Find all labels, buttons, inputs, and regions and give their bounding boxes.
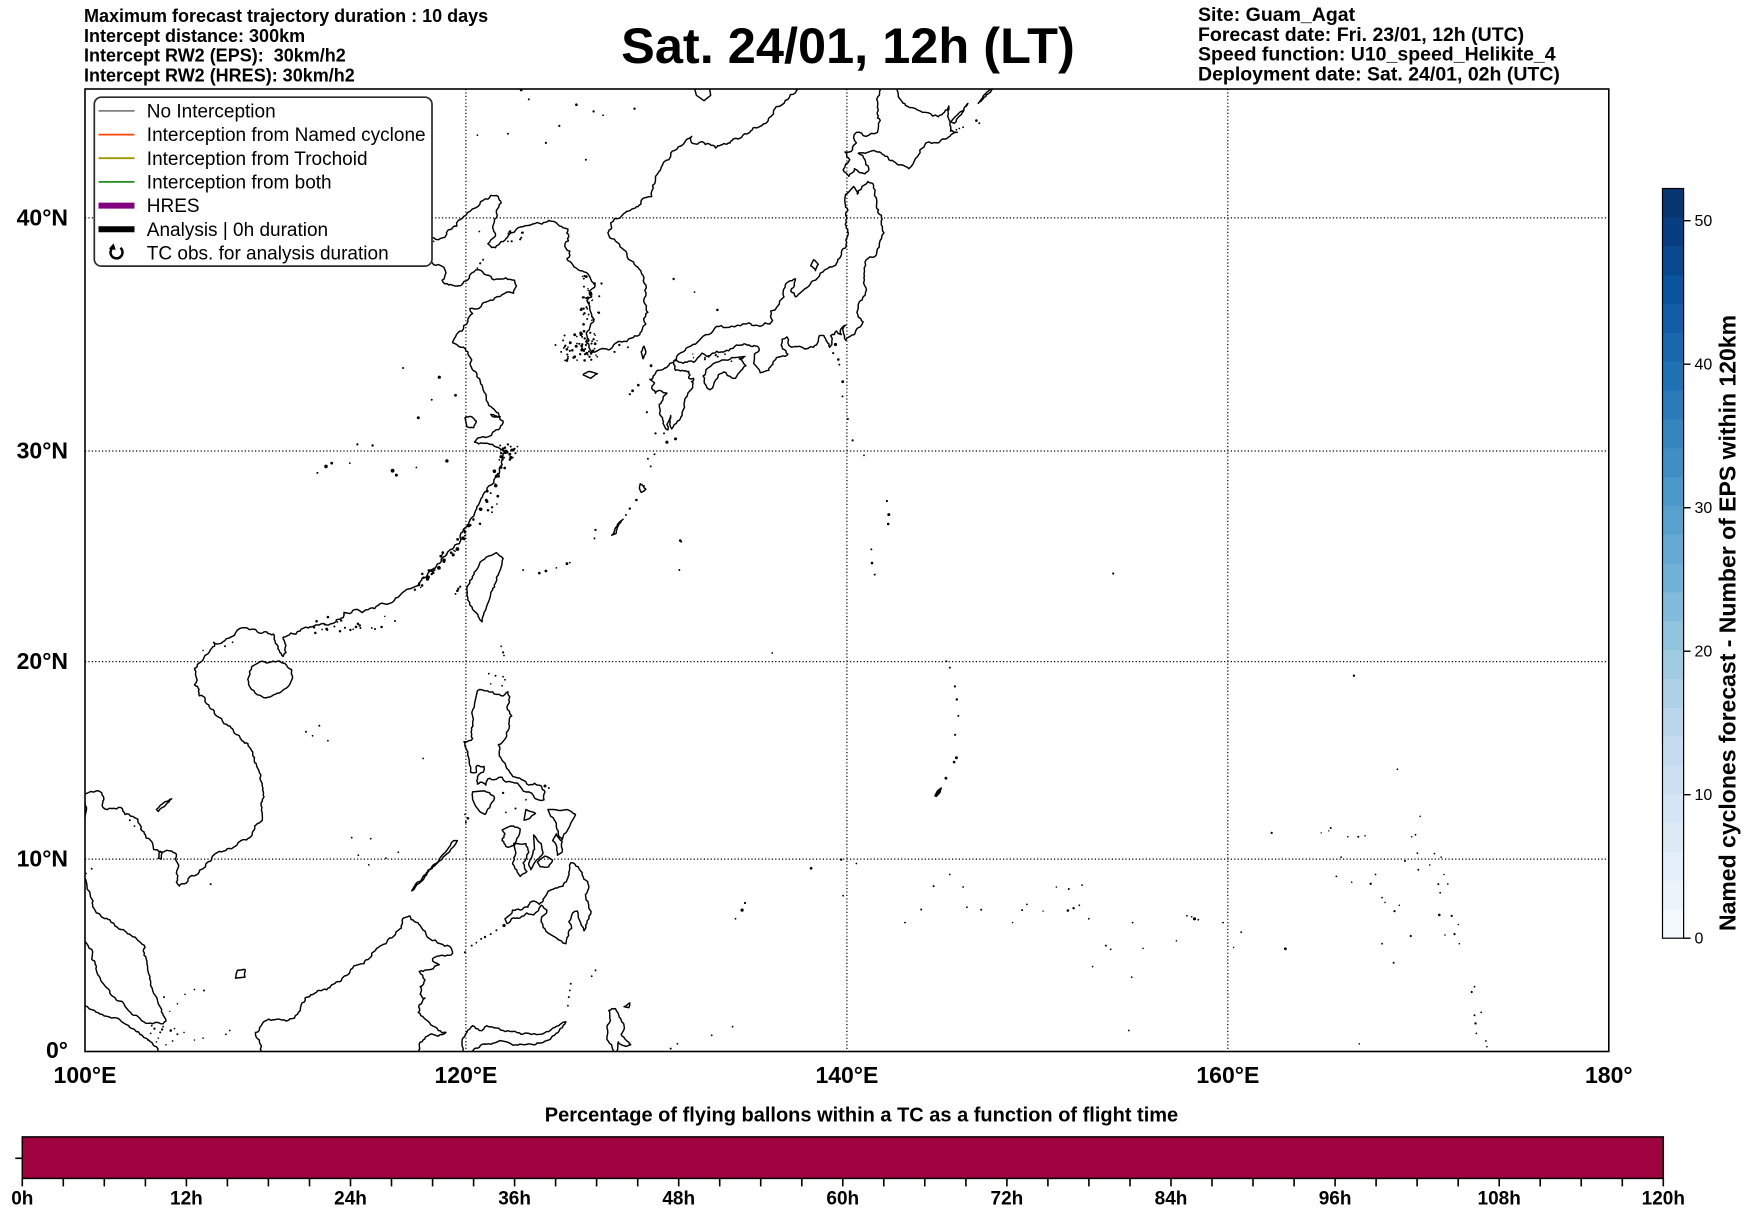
- svg-text:0h: 0h: [11, 1189, 33, 1210]
- svg-text:12h: 12h: [170, 1189, 203, 1210]
- svg-text:No Interception: No Interception: [147, 102, 276, 123]
- svg-text:Named cyclones forecast - Numb: Named cyclones forecast - Number of EPS …: [1715, 315, 1741, 931]
- svg-text:Maximum forecast trajectory du: Maximum forecast trajectory duration : 1…: [84, 6, 488, 26]
- svg-text:0°: 0°: [46, 1037, 68, 1063]
- svg-text:10°N: 10°N: [17, 846, 68, 872]
- svg-text:160°E: 160°E: [1196, 1062, 1259, 1088]
- svg-text:50: 50: [1695, 213, 1713, 230]
- svg-text:Interception from Named cyclon: Interception from Named cyclone: [147, 125, 426, 146]
- svg-text:Percentage of flying ballons w: Percentage of flying ballons within a TC…: [545, 1105, 1178, 1127]
- svg-text:Sat. 24/01, 12h (LT): Sat. 24/01, 12h (LT): [621, 17, 1075, 74]
- svg-text:40°N: 40°N: [17, 204, 68, 230]
- svg-text:Analysis | 0h duration: Analysis | 0h duration: [147, 220, 328, 241]
- svg-text:108h: 108h: [1478, 1189, 1521, 1210]
- svg-text:100°E: 100°E: [54, 1062, 117, 1088]
- svg-text:30°N: 30°N: [17, 438, 68, 464]
- svg-text:0: 0: [1695, 931, 1704, 948]
- svg-text:10: 10: [1695, 787, 1713, 804]
- svg-text:120h: 120h: [1642, 1189, 1685, 1210]
- svg-text:48h: 48h: [662, 1189, 695, 1210]
- svg-text:72h: 72h: [991, 1189, 1024, 1210]
- svg-text:Interception from both: Interception from both: [147, 173, 332, 194]
- svg-text:30: 30: [1695, 500, 1713, 517]
- svg-text:Speed function: U10_speed_Heli: Speed function: U10_speed_Helikite_4: [1198, 44, 1556, 66]
- svg-text:Intercept RW2 (EPS): 30km/h2: Intercept RW2 (EPS): 30km/h2: [84, 46, 346, 66]
- svg-text:120°E: 120°E: [434, 1062, 497, 1088]
- svg-text:TC obs. for analysis duration: TC obs. for analysis duration: [147, 244, 389, 265]
- svg-text:HRES: HRES: [147, 196, 200, 217]
- svg-text:Forecast date: Fri. 23/01, 12h: Forecast date: Fri. 23/01, 12h (UTC): [1198, 24, 1524, 46]
- svg-text:24h: 24h: [334, 1189, 367, 1210]
- svg-text:20: 20: [1695, 644, 1713, 661]
- svg-text:180°: 180°: [1585, 1062, 1633, 1088]
- svg-text:Interception from Trochoid: Interception from Trochoid: [147, 149, 368, 170]
- svg-text:Intercept RW2 (HRES): 30km/h2: Intercept RW2 (HRES): 30km/h2: [84, 65, 355, 85]
- svg-text:36h: 36h: [498, 1189, 531, 1210]
- svg-text:84h: 84h: [1155, 1189, 1188, 1210]
- svg-text:20°N: 20°N: [17, 648, 68, 674]
- svg-text:60h: 60h: [826, 1189, 859, 1210]
- svg-text:96h: 96h: [1319, 1189, 1352, 1210]
- svg-text:40: 40: [1695, 357, 1713, 374]
- svg-text:Intercept distance: 300km: Intercept distance: 300km: [84, 26, 305, 46]
- svg-text:140°E: 140°E: [815, 1062, 878, 1088]
- svg-text:Deployment date: Sat. 24/01, 0: Deployment date: Sat. 24/01, 02h (UTC): [1198, 63, 1560, 85]
- svg-text:Site: Guam_Agat: Site: Guam_Agat: [1198, 4, 1356, 26]
